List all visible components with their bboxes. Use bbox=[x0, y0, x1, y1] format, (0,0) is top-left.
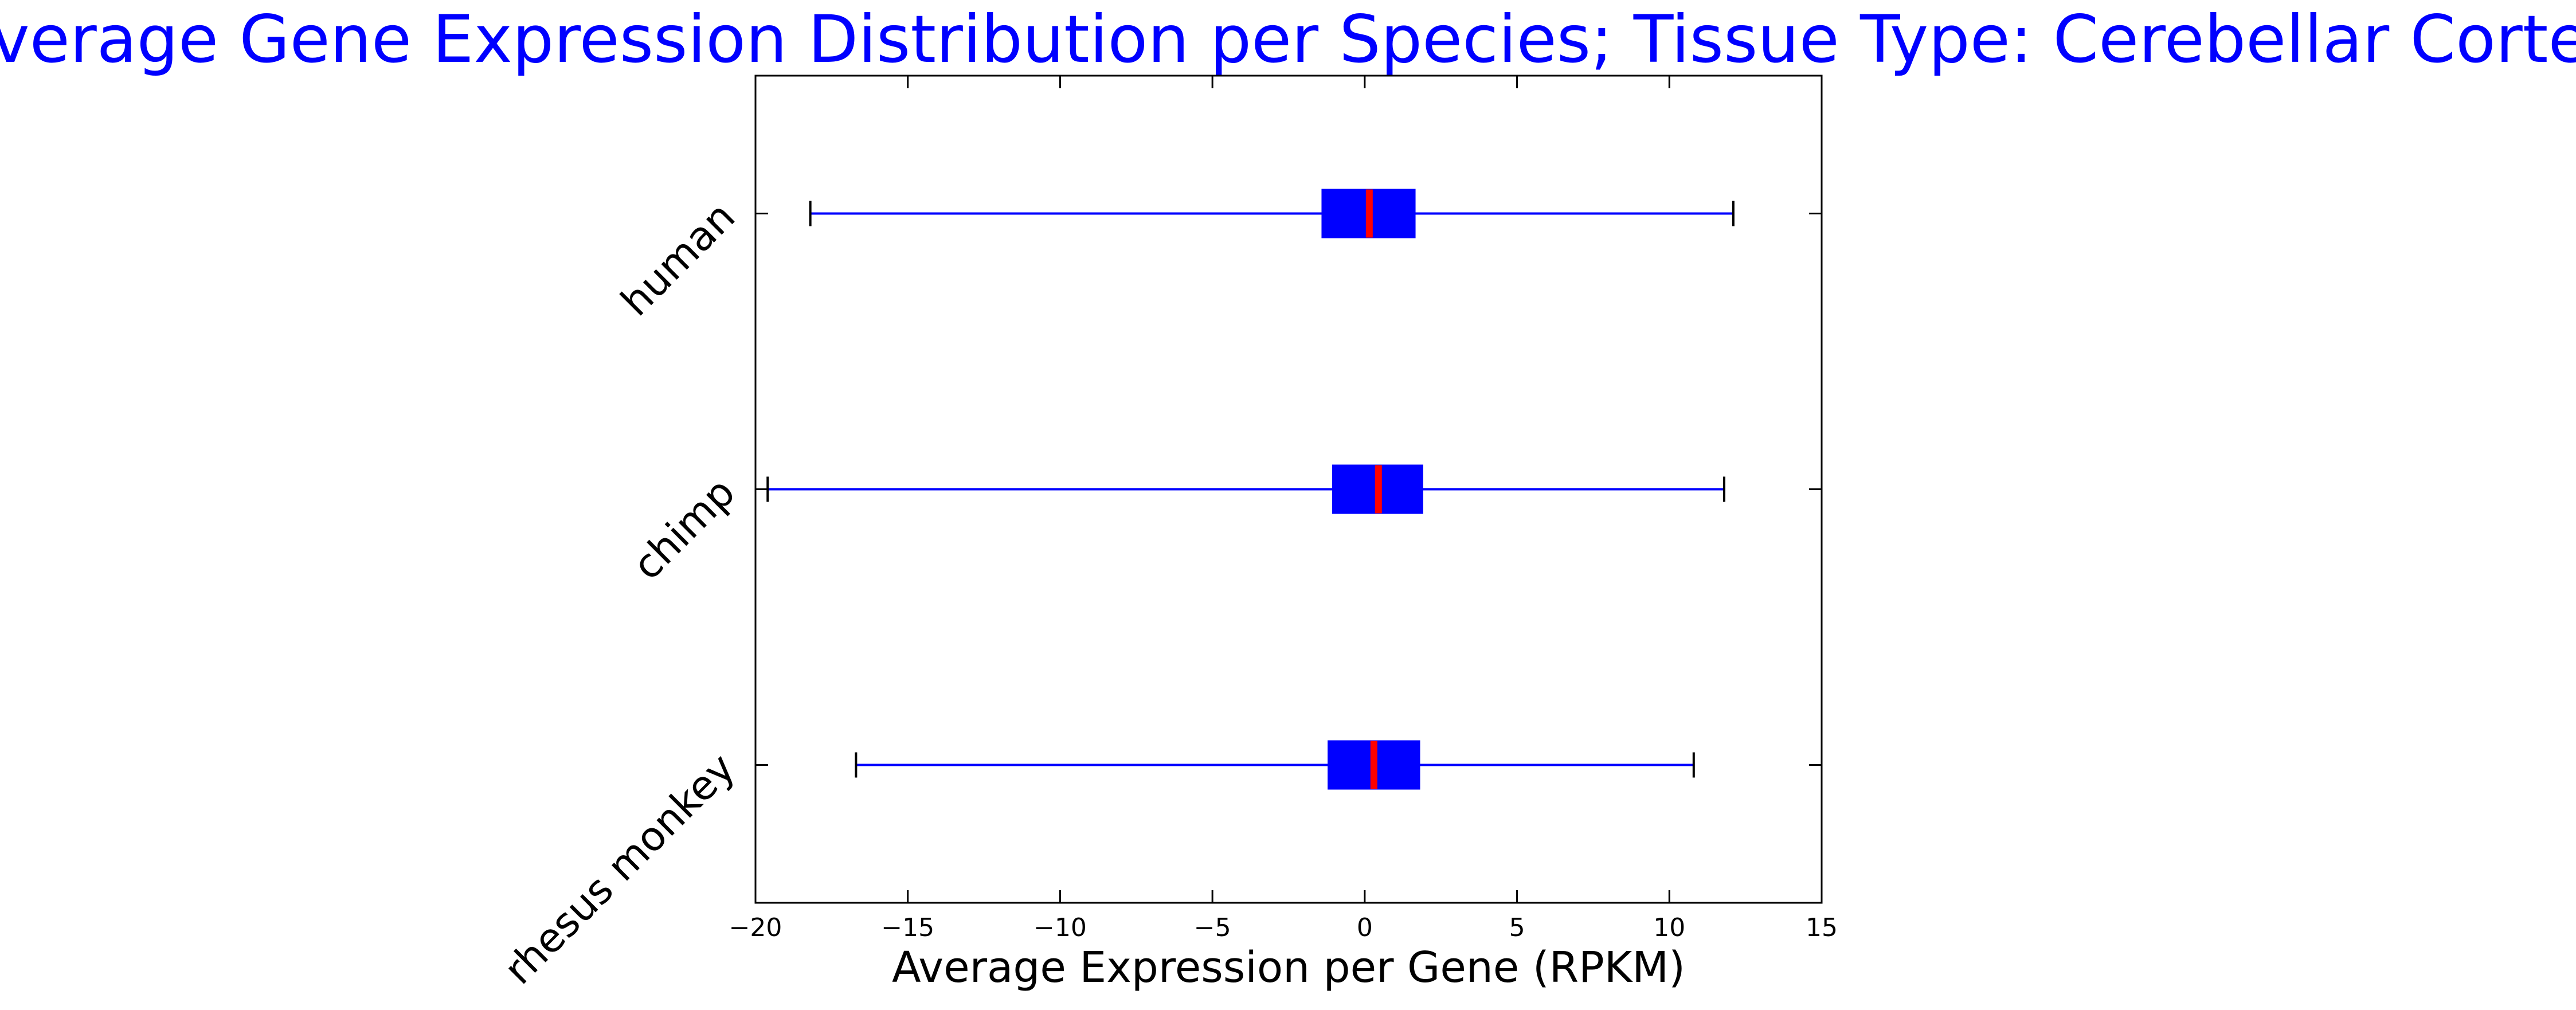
y-category-label: chimp bbox=[624, 469, 744, 589]
x-tick-label: −20 bbox=[729, 913, 782, 942]
y-category-label: rhesus monkey bbox=[495, 745, 744, 993]
x-axis-label: Average Expression per Gene (RPKM) bbox=[892, 943, 1685, 992]
x-tick-label: −15 bbox=[881, 913, 934, 942]
x-tick-label: −10 bbox=[1033, 913, 1087, 942]
box-group bbox=[809, 189, 1735, 238]
chart-title: Average Gene Expression Distribution per… bbox=[0, 1, 2576, 77]
x-tick-label: 5 bbox=[1509, 913, 1525, 942]
x-tick-label: 15 bbox=[1806, 913, 1838, 942]
box-group bbox=[766, 464, 1725, 514]
box-group bbox=[855, 740, 1695, 790]
chart-marks bbox=[766, 189, 1735, 790]
y-category-label: human bbox=[612, 193, 744, 326]
x-tick-label: −5 bbox=[1194, 913, 1231, 942]
x-tick-label: 10 bbox=[1653, 913, 1685, 942]
x-tick-label: 0 bbox=[1357, 913, 1373, 942]
